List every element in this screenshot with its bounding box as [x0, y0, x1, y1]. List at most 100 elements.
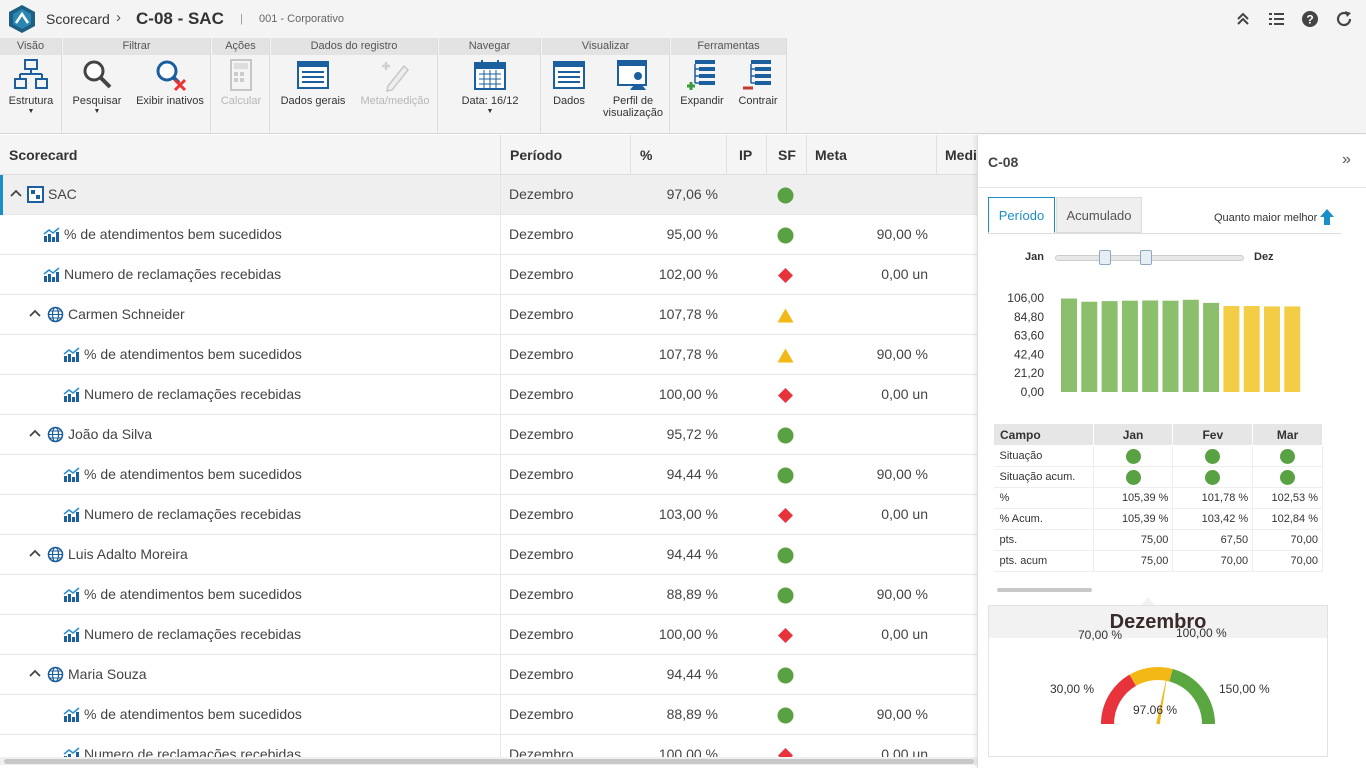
tab-periodo[interactable]: Período	[988, 197, 1055, 233]
data-form-icon	[553, 61, 585, 89]
calcular-label: Calcular	[220, 95, 262, 107]
status-yellow-triangle-icon	[777, 308, 794, 323]
bar-ago[interactable]	[1203, 302, 1220, 392]
expandir-label: Expandir	[680, 95, 724, 107]
pesquisar-button[interactable]: Pesquisar ▼	[67, 58, 127, 115]
bar-jul[interactable]	[1182, 299, 1199, 392]
table-row-group[interactable]: Maria Souza Dezembro 94,44 %	[0, 655, 977, 695]
row-periodo: Dezembro	[509, 586, 574, 602]
bar-mar[interactable]	[1101, 301, 1118, 392]
status-green-circle-icon	[777, 467, 794, 484]
column-divider	[500, 135, 501, 175]
indicator-chart-icon	[63, 507, 80, 522]
estrutura-button[interactable]: Estrutura ▼	[4, 58, 58, 115]
expandir-button[interactable]: Expandir	[677, 58, 727, 107]
bar-out[interactable]	[1243, 305, 1260, 392]
expand-tree-icon	[687, 60, 715, 90]
gauge-label-band2: 100,00 %	[1176, 626, 1227, 640]
bar-fev[interactable]	[1081, 301, 1098, 392]
column-header-sf[interactable]: SF	[778, 147, 796, 163]
contrair-button[interactable]: Contrair	[733, 58, 783, 107]
meta-medicao-button[interactable]: Meta/medição	[357, 58, 433, 107]
bar-nov[interactable]	[1264, 306, 1280, 392]
row-name: Numero de reclamações recebidas	[84, 746, 302, 760]
collapse-chevron-icon[interactable]	[28, 307, 42, 321]
table-row-group[interactable]: Carmen Schneider Dezembro 107,78 %	[0, 295, 977, 335]
list-icon[interactable]	[1266, 9, 1286, 29]
bar-set[interactable]	[1223, 305, 1240, 392]
table-scrollbar[interactable]	[997, 588, 1092, 592]
globe-icon	[47, 426, 64, 443]
table-row[interactable]: Numero de reclamações recebidas Dezembro 1…	[0, 375, 977, 415]
ribbon-group-filtrar: Filtrar Pesquisar ▼ Exibir inativos	[63, 38, 211, 134]
ribbon-group-acoes: Ações Calcular	[212, 38, 270, 134]
collapse-chevron-icon[interactable]	[9, 187, 23, 201]
table-row[interactable]: Numero de reclamações recebidas Dezembro 1…	[0, 255, 977, 295]
cell-value: 102,84 %	[1252, 508, 1323, 530]
bar-abr[interactable]	[1121, 300, 1138, 392]
bar-jun[interactable]	[1162, 300, 1179, 392]
gauge-band-green	[1169, 668, 1215, 724]
breadcrumb-scorecard[interactable]: Scorecard	[46, 11, 110, 27]
column-header-ip[interactable]: IP	[739, 147, 753, 163]
app-logo-icon	[9, 5, 35, 33]
calcular-button[interactable]: Calcular	[216, 58, 266, 107]
bar-jan[interactable]	[1061, 298, 1077, 392]
perfil-visualizacao-button[interactable]: Perfil de visualização	[598, 58, 668, 119]
row-pct: 88,89 %	[666, 706, 718, 722]
table-row-group[interactable]: SAC Dezembro 97,06 %	[0, 175, 977, 215]
slider-handle-start[interactable]	[1099, 250, 1111, 265]
gauge-pointer-notch	[1141, 597, 1155, 605]
horizontal-scrollbar[interactable]	[0, 757, 977, 765]
scrollbar-thumb[interactable]	[4, 759, 974, 764]
collapse-up-icon[interactable]	[1233, 9, 1253, 29]
help-icon[interactable]: ?	[1300, 9, 1320, 29]
column-header-periodo[interactable]: Período	[510, 147, 563, 163]
column-header-pct[interactable]: %	[640, 147, 653, 163]
gauge-title: Dezembro	[989, 606, 1327, 638]
status-red-diamond-icon	[778, 508, 793, 523]
exibir-inativos-button[interactable]: Exibir inativos	[133, 58, 207, 107]
ribbon-group-title: Visão	[0, 38, 61, 55]
collapse-chevron-icon[interactable]	[28, 667, 42, 681]
row-name: % de atendimentos bem sucedidos	[84, 346, 302, 362]
table-row-group[interactable]: Luis Adalto Moreira Dezembro 94,44 %	[0, 535, 977, 575]
dados-gerais-button[interactable]: Dados gerais	[277, 58, 349, 107]
edit-target-icon	[382, 62, 410, 92]
date-picker-button[interactable]: Data: 16/12 ▼	[453, 58, 527, 115]
table-row: pts. acum 75,00 70,00 70,00	[993, 550, 1323, 572]
user-profile-icon	[617, 60, 647, 90]
tab-acumulado[interactable]: Acumulado	[1056, 197, 1142, 233]
slider-handle-end[interactable]	[1140, 250, 1152, 265]
row-name: % de atendimentos bem sucedidos	[64, 226, 282, 242]
table-row[interactable]: Numero de reclamações recebidas Dezembro 1…	[0, 615, 977, 655]
column-header-meta[interactable]: Meta	[815, 147, 847, 163]
refresh-icon[interactable]	[1334, 9, 1354, 29]
bar-dez[interactable]	[1284, 306, 1301, 392]
table-row[interactable]: Numero de reclamações recebidas Dezembro 1…	[0, 735, 977, 760]
table-row[interactable]: % de atendimentos bem sucedidos Dezembro 8…	[0, 575, 977, 615]
table-row[interactable]: Numero de reclamações recebidas Dezembro 1…	[0, 495, 977, 535]
collapse-chevron-icon[interactable]	[28, 427, 42, 441]
row-name: % de atendimentos bem sucedidos	[84, 706, 302, 722]
collapse-chevron-icon[interactable]	[28, 547, 42, 561]
table-row[interactable]: % de atendimentos bem sucedidos Dezembro 8…	[0, 695, 977, 735]
row-pct: 102,00 %	[658, 266, 718, 282]
calendar-icon	[474, 60, 506, 90]
row-pct: 94,44 %	[666, 546, 718, 562]
table-row[interactable]: % de atendimentos bem sucedidos Dezembro 9…	[0, 215, 977, 255]
dados-button[interactable]: Dados	[548, 58, 590, 107]
status-dot-green	[1125, 469, 1141, 485]
row-name: SAC	[48, 186, 77, 202]
column-header-scorecard[interactable]: Scorecard	[9, 147, 78, 163]
bar-mai[interactable]	[1142, 300, 1159, 392]
column-header-medicao[interactable]: Medi	[945, 147, 977, 163]
cell-divider	[500, 575, 501, 615]
panel-collapse-icon[interactable]: »	[1342, 151, 1351, 168]
table-row[interactable]: % de atendimentos bem sucedidos Dezembro 1…	[0, 335, 977, 375]
table-row[interactable]: % de atendimentos bem sucedidos Dezembro 9…	[0, 455, 977, 495]
table-row-group[interactable]: João da Silva Dezembro 95,72 %	[0, 415, 977, 455]
row-label: % Acum.	[993, 508, 1094, 530]
dropdown-caret-icon: ▼	[27, 108, 35, 115]
direction-label: Quanto maior melhor	[1214, 212, 1318, 224]
